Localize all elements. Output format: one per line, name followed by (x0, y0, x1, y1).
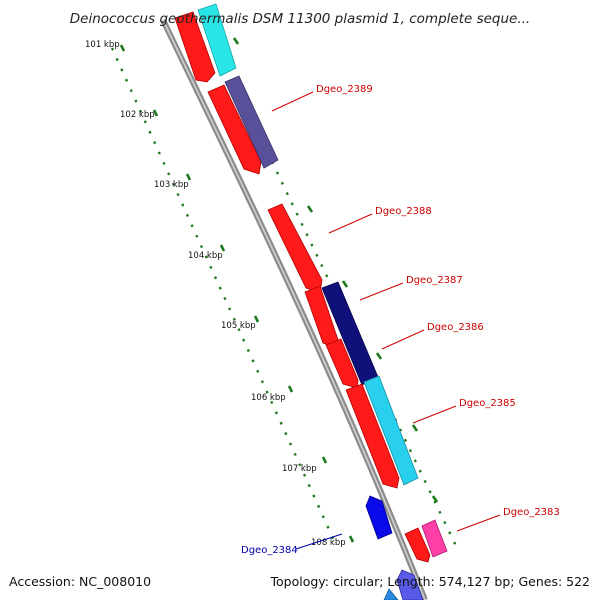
label-leader-line (381, 329, 425, 350)
gene-label[interactable]: Dgeo_2388 (375, 206, 432, 217)
tick-label: 106 kbp (251, 393, 286, 403)
gene-arrow[interactable] (421, 519, 448, 558)
gene-arrow[interactable] (363, 375, 419, 486)
gene-label[interactable]: Dgeo_2385 (459, 398, 516, 409)
gene-features (174, 3, 448, 600)
gene-label[interactable]: Dgeo_2384 (241, 545, 298, 556)
tick-label: 105 kbp (221, 321, 256, 331)
gene-arrow[interactable] (345, 383, 400, 489)
tick-track (110, 27, 459, 549)
gene-arrow[interactable] (267, 203, 323, 293)
gene-arrow[interactable] (325, 338, 359, 389)
gene-arrow[interactable] (383, 588, 399, 600)
gene-label[interactable]: Dgeo_2386 (427, 322, 484, 333)
label-leader-line (359, 282, 404, 301)
summary-text: Topology: circular; Length: 574,127 bp; … (270, 574, 591, 589)
map-title: Deinococcus geothermalis DSM 11300 plasm… (70, 11, 530, 27)
major-ticks (119, 37, 439, 543)
gene-arrow[interactable] (404, 527, 431, 563)
label-leader-line (456, 514, 501, 532)
gene-arrow[interactable] (174, 11, 216, 83)
label-leader-line (328, 213, 373, 234)
gene-labels: Dgeo_2389 Dgeo_2388 Dgeo_2387 Dgeo_2386 Dgeo… (241, 84, 560, 556)
gene-arrow[interactable] (365, 495, 393, 540)
label-leader-line (295, 533, 343, 550)
tick-label: 104 kbp (188, 251, 223, 261)
outer-tick-track (206, 27, 459, 549)
tick-labels: 101 kbp 102 kbp 103 kbp 104 kbp 105 kbp 106 k… (85, 40, 346, 548)
gene-label[interactable]: Dgeo_2389 (316, 84, 373, 95)
tick-label: 101 kbp (85, 40, 120, 50)
gene-label[interactable]: Dgeo_2387 (406, 275, 463, 286)
tick-label: 108 kbp (311, 538, 346, 548)
gene-label[interactable]: Dgeo_2383 (503, 507, 560, 518)
label-leader-line (271, 91, 314, 112)
gene-arrow[interactable] (396, 569, 424, 600)
label-leader-line (412, 405, 457, 424)
gene-arrow[interactable] (224, 75, 279, 169)
tick-label: 103 kbp (154, 180, 189, 190)
accession-text: Accession: NC_008010 (9, 574, 151, 589)
tick-label: 107 kbp (282, 464, 317, 474)
gene-arrow[interactable] (197, 3, 237, 77)
gene-arrow[interactable] (207, 84, 262, 175)
tick-label: 102 kbp (120, 110, 155, 120)
